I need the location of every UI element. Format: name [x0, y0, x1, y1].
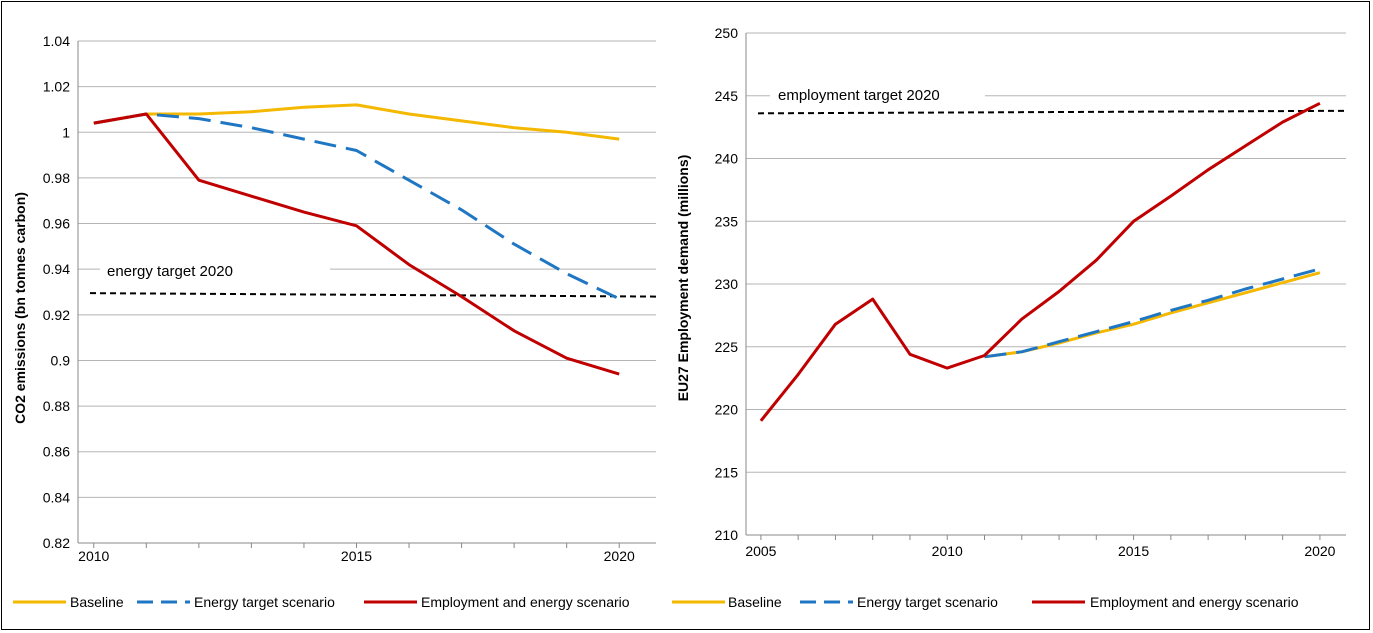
y-tick-label: 0.86 — [43, 444, 70, 460]
co2-grid — [77, 40, 656, 544]
y-tick-label: 245 — [715, 88, 739, 104]
series-line — [93, 112, 620, 301]
legend-label: Baseline — [728, 594, 782, 610]
y-tick-label: 250 — [715, 25, 739, 41]
employment-chart: 250 245 240 235 230 225 220 215 210 2005 2010 2015… — [675, 25, 1347, 559]
co2-emissions-chart: 1.04 1.02 1 0.98 0.96 0.94 0.92 0.9 0.88 0.86 0.84… — [12, 33, 657, 564]
y-tick-label: 210 — [715, 527, 739, 543]
y-tick-label: 0.94 — [43, 261, 70, 277]
y-tick-label: 230 — [715, 276, 739, 292]
energy-target-label: energy target 2020 — [107, 263, 233, 280]
x-tick-label: 2005 — [745, 543, 776, 559]
co2-series — [93, 103, 620, 376]
y-tick-label: 0.82 — [43, 535, 70, 551]
y-tick-label: 220 — [715, 402, 739, 418]
co2-y-axis-label: CO2 emissions (bn tonnes carbon) — [12, 192, 28, 424]
employment-y-axis-label: EU27 Employment demand (millions) — [675, 155, 691, 402]
employment-target-label: employment target 2020 — [778, 87, 940, 104]
y-tick-label: 215 — [715, 464, 739, 480]
y-tick-label: 0.84 — [43, 489, 70, 505]
series-line — [759, 101, 1321, 422]
employment-target-line — [757, 91, 1347, 115]
x-tick-label: 2015 — [1118, 543, 1149, 559]
x-tick-label: 2020 — [1304, 543, 1335, 559]
co2-y-ticks: 1.04 1.02 1 0.98 0.96 0.94 0.92 0.9 0.88 0.86 0.84… — [43, 33, 70, 551]
target-dashed-line — [757, 109, 1347, 115]
legend-label: Energy target scenario — [194, 594, 335, 610]
employment-grid — [745, 32, 1346, 536]
series-line — [93, 112, 620, 376]
y-tick-label: 0.9 — [51, 352, 71, 368]
x-tick-label: 2010 — [78, 548, 109, 564]
target-label-backdrop — [100, 265, 330, 274]
y-tick-label: 0.96 — [43, 216, 70, 232]
employment-x-ticks: 2005 2010 2015 2020 — [745, 535, 1336, 559]
co2-target-line — [89, 265, 657, 298]
x-tick-label: 2010 — [932, 543, 963, 559]
legend-label: Employment and energy scenario — [421, 594, 630, 610]
y-tick-label: 240 — [715, 151, 739, 167]
target-label-backdrop — [770, 91, 985, 100]
y-tick-label: 235 — [715, 213, 739, 229]
y-tick-label: 225 — [715, 339, 739, 355]
legend-label: Employment and energy scenario — [1090, 594, 1299, 610]
employment-y-ticks: 250 245 240 235 230 225 220 215 210 — [715, 25, 739, 543]
y-tick-label: 1 — [62, 124, 70, 140]
x-tick-label: 2015 — [341, 548, 372, 564]
co2-x-ticks: 2010 2015 2020 — [78, 543, 635, 564]
x-tick-label: 2020 — [604, 548, 635, 564]
y-tick-label: 0.92 — [43, 307, 70, 323]
legend-label: Energy target scenario — [857, 594, 998, 610]
series-line — [93, 103, 620, 141]
y-tick-label: 1.02 — [43, 79, 70, 95]
y-tick-label: 0.98 — [43, 170, 70, 186]
legend: Baseline Energy target scenario Employment… — [13, 594, 1299, 610]
y-tick-label: 0.88 — [43, 398, 70, 414]
employment-series — [759, 101, 1321, 422]
series-line — [984, 267, 1321, 359]
series-line — [984, 271, 1321, 359]
legend-label: Baseline — [70, 594, 124, 610]
y-tick-label: 1.04 — [43, 33, 70, 49]
target-dashed-line — [89, 292, 657, 298]
